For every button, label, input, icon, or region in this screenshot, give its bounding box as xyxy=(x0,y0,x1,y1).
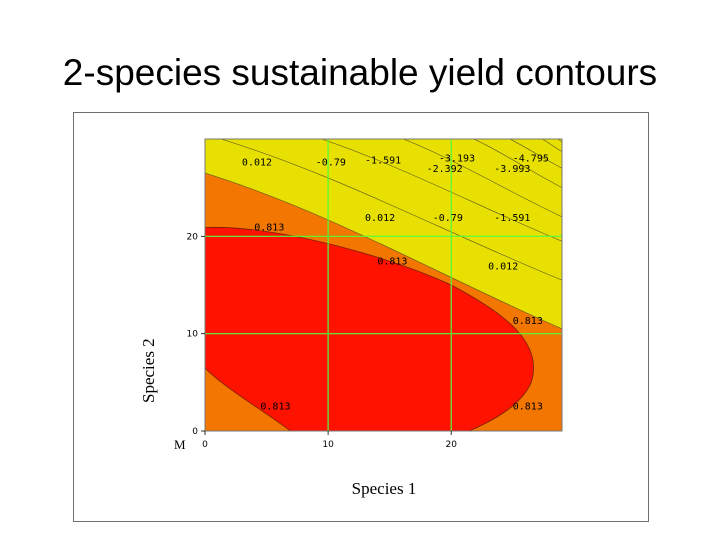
contour-band--0.79 xyxy=(205,139,562,329)
x-tick-label: 20 xyxy=(445,440,457,450)
contour-labels: 0.012 -0.79 -1.591 -2.392-3.193 -3.993-4.795… xyxy=(242,153,549,412)
contour-label: 0.012 xyxy=(365,213,395,224)
x-tick-label: 10 xyxy=(322,440,334,450)
x-axis-label: Species 1 xyxy=(352,479,417,498)
contour-label: -1.591 xyxy=(494,213,530,224)
contour-line xyxy=(320,139,562,242)
axis-ticks: 0 10 20 0 10 20 xyxy=(187,232,458,450)
contour-label: 0.813 xyxy=(260,402,290,413)
contour-line xyxy=(557,139,562,143)
slide-title: 2-species sustainable yield contours xyxy=(62,52,658,93)
contour-label: 0.813 xyxy=(254,222,284,233)
grid-lines xyxy=(205,139,562,431)
contour-label: -4.795 xyxy=(513,153,549,164)
contour-label: 0.012 xyxy=(488,261,518,272)
contour-line xyxy=(542,139,562,152)
corner-label: M xyxy=(174,437,186,452)
y-tick-label: 0 xyxy=(192,427,198,437)
contour-label: -3.193 xyxy=(439,153,475,164)
contour-label: -1.591 xyxy=(365,155,401,166)
contour-label: -3.993 xyxy=(494,164,530,175)
contour-label: 0.813 xyxy=(377,257,407,268)
contour-label: -2.392 xyxy=(427,164,463,175)
contour-line xyxy=(509,139,562,169)
plot-area xyxy=(205,139,562,431)
plot-border xyxy=(204,138,563,432)
contour-label: 0.813 xyxy=(513,402,543,413)
y-tick-label: 20 xyxy=(187,232,199,242)
chart-panel: 0 10 20 0 10 20 0.012 -0.79 -1.591 -2.392 -3.193 -… xyxy=(73,112,649,522)
contour-label: 0.813 xyxy=(513,316,543,327)
contour-label: -0.79 xyxy=(433,213,463,224)
contour-line xyxy=(220,139,562,281)
contour-line xyxy=(402,139,562,218)
contour-chart: 0 10 20 0 10 20 0.012 -0.79 -1.591 -2.392-3.193 -… xyxy=(139,138,563,498)
y-axis-label: Species 2 xyxy=(139,338,158,403)
contour-line xyxy=(473,139,562,188)
contour-label: -0.79 xyxy=(316,157,346,168)
contour-lines xyxy=(205,139,562,330)
y-tick-label: 10 xyxy=(187,330,199,340)
contour-label: 0.012 xyxy=(242,157,272,168)
contour-line xyxy=(205,172,562,330)
x-tick-label: 0 xyxy=(202,440,208,450)
